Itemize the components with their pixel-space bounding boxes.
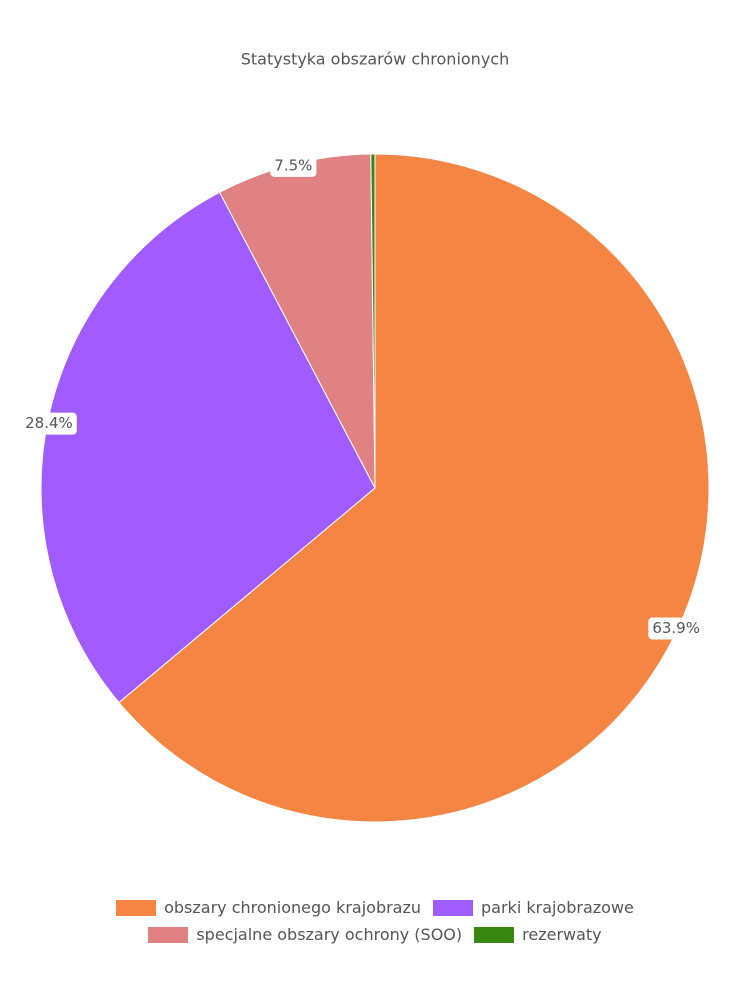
chart-title: Statystyka obszarów chronionych [241,50,509,69]
data-label-bg [270,154,317,177]
data-label: 7.5% [270,154,317,177]
legend-label: rezerwaty [522,925,602,944]
legend-item[interactable]: obszary chronionego krajobrazu [116,898,421,917]
legend-label: specjalne obszary ochrony (SOO) [196,925,463,944]
legend-swatch [116,899,157,916]
data-label-text: 7.5% [274,156,312,174]
data-label-text: 63.9% [652,619,700,637]
legend-label: parki krajobrazowe [481,898,634,917]
legend-item[interactable]: specjalne obszary ochrony (SOO) [148,925,462,944]
legend: obszary chronionego krajobrazu parki kraj… [65,898,685,944]
data-label: 63.9% [648,617,704,640]
legend-item[interactable]: parki krajobrazowe [433,898,634,917]
legend-swatch [433,899,474,916]
legend-swatch [148,926,189,943]
data-label-bg [21,412,77,435]
data-label-text: 28.4% [25,414,73,432]
legend-label: obszary chronionego krajobrazu [164,898,422,917]
legend-item[interactable]: rezerwaty [474,925,602,944]
pie-slice [370,153,376,489]
legend-swatch [474,926,515,943]
data-label: 28.4% [21,412,77,435]
data-label-bg [648,617,704,640]
